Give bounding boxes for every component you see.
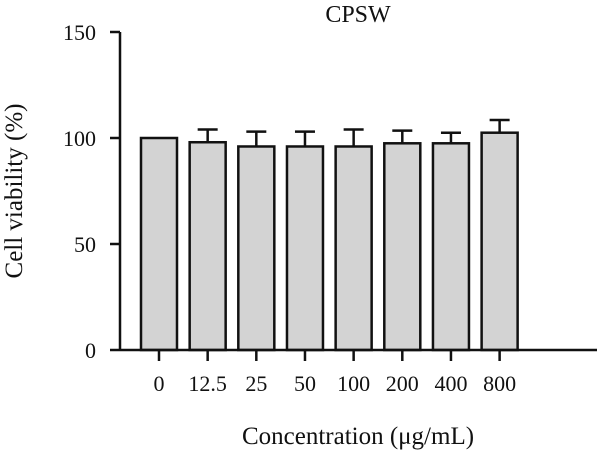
x-tick-label-25: 25 xyxy=(245,371,267,396)
y-tick-label-50: 50 xyxy=(74,232,96,257)
y-tick-label-100: 100 xyxy=(63,126,96,151)
error-bars-layer xyxy=(197,118,510,147)
bar-400 xyxy=(431,142,471,352)
bar-200 xyxy=(383,142,422,352)
bar-800 xyxy=(480,131,519,352)
ticks-layer: 0 12.5 25 50 100 200 400 800 0 50 100 150 xyxy=(63,20,516,396)
axes-layer xyxy=(118,32,597,352)
y-axis-label: Cell viability (%) xyxy=(1,104,28,279)
x-axis-label: Concentration (μg/mL) xyxy=(242,423,474,450)
x-tick-label-200: 200 xyxy=(386,371,419,396)
x-tick-label-50: 50 xyxy=(294,371,316,396)
x-tick-label-100: 100 xyxy=(337,371,370,396)
x-tick-label-12-5: 12.5 xyxy=(188,371,227,396)
y-tick-label-150: 150 xyxy=(63,20,96,45)
bar-12-5 xyxy=(188,140,227,352)
y-tick-label-0: 0 xyxy=(85,338,96,363)
x-tick-label-800: 800 xyxy=(483,371,516,396)
x-tick-label-400: 400 xyxy=(434,371,467,396)
chart-title: CPSW xyxy=(325,2,391,28)
bar-0 xyxy=(139,136,179,352)
x-tick-label-0: 0 xyxy=(154,371,165,396)
bar-100 xyxy=(334,145,373,352)
bars-layer xyxy=(139,131,519,352)
bar-25 xyxy=(237,145,276,352)
bar-50 xyxy=(285,145,325,352)
